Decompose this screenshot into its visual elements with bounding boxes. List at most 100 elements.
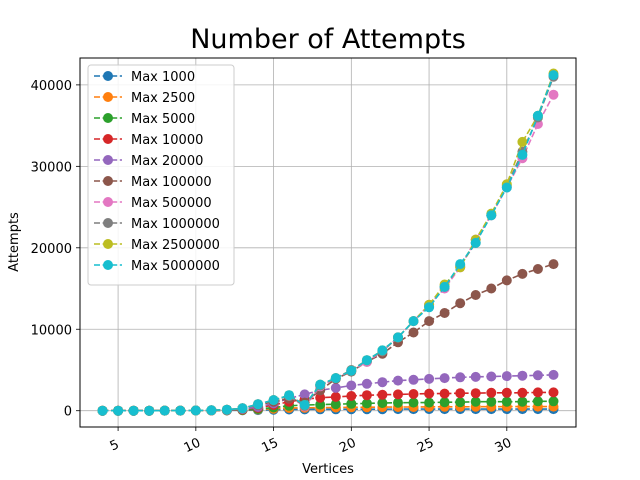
- data-point: [548, 89, 559, 100]
- data-point: [299, 389, 310, 400]
- legend-entry: Max 1000: [94, 70, 195, 85]
- data-point: [377, 345, 388, 356]
- data-point: [315, 392, 326, 403]
- data-point: [517, 387, 528, 398]
- data-point: [268, 395, 279, 406]
- data-point: [486, 396, 497, 407]
- data-point: [424, 397, 435, 408]
- data-point: [190, 405, 201, 416]
- data-point: [455, 388, 466, 399]
- data-point: [455, 397, 466, 408]
- data-point: [501, 275, 512, 286]
- legend-marker: [103, 92, 113, 102]
- data-point: [486, 371, 497, 382]
- data-point: [439, 388, 450, 399]
- legend-label: Max 5000: [131, 112, 195, 127]
- data-point: [517, 136, 528, 147]
- data-point: [470, 290, 481, 300]
- data-point: [470, 396, 481, 407]
- data-point: [548, 369, 559, 380]
- data-point: [439, 373, 450, 384]
- legend-marker: [103, 239, 113, 249]
- data-point: [346, 391, 357, 401]
- x-tick-label: 10: [182, 436, 203, 457]
- data-point: [532, 264, 543, 274]
- data-point: [175, 405, 186, 416]
- y-axis-label: Attempts: [7, 212, 22, 272]
- series-line: [102, 405, 554, 412]
- legend-box: [87, 64, 235, 286]
- data-point: [97, 405, 108, 416]
- plot-frame: [79, 57, 577, 428]
- data-point: [346, 398, 357, 409]
- y-tick-label: 20000: [31, 242, 72, 257]
- data-point: [393, 332, 403, 343]
- data-point: [517, 268, 528, 279]
- data-point: [501, 182, 512, 193]
- data-point: [486, 210, 497, 221]
- series-line: [102, 400, 554, 412]
- legend-label: Max 1000000: [131, 217, 220, 232]
- data-point: [486, 283, 497, 294]
- data-point: [532, 370, 543, 381]
- data-point: [548, 387, 559, 398]
- legend-entry: Max 5000: [94, 112, 195, 127]
- data-point: [470, 388, 481, 399]
- series-line: [102, 408, 554, 412]
- data-point: [361, 355, 372, 366]
- data-point: [548, 70, 559, 81]
- data-point: [455, 298, 466, 309]
- legend-label: Max 2500000: [131, 238, 220, 253]
- x-axis-label: Vertices: [302, 462, 354, 477]
- series-max-5000000: [97, 70, 559, 416]
- data-point: [532, 110, 543, 121]
- data-point: [408, 397, 419, 408]
- data-point: [455, 259, 466, 270]
- series-line: [102, 391, 554, 412]
- legend-entry: Max 2500: [94, 91, 195, 106]
- data-point: [346, 365, 357, 376]
- data-point: [486, 387, 497, 398]
- data-point: [361, 390, 372, 401]
- legend-marker: [103, 134, 113, 144]
- data-point: [377, 389, 388, 400]
- legend-marker: [103, 113, 113, 123]
- data-point: [237, 403, 248, 414]
- legend-entry: Max 1000000: [94, 217, 220, 232]
- x-tick-label: 15: [259, 436, 280, 457]
- data-point: [501, 371, 512, 382]
- data-point: [548, 259, 559, 270]
- data-point: [330, 382, 341, 393]
- y-tick-label: 30000: [31, 160, 72, 175]
- data-point: [470, 371, 481, 382]
- data-point: [439, 397, 450, 408]
- legend-marker: [103, 218, 113, 228]
- legend-label: Max 1000: [131, 70, 195, 85]
- data-point: [330, 399, 341, 410]
- data-point: [470, 237, 481, 248]
- legend-entry: Max 2500000: [94, 238, 220, 253]
- data-point: [361, 398, 372, 409]
- x-tick-label: 20: [337, 436, 358, 457]
- data-point: [517, 370, 528, 381]
- data-point: [206, 405, 217, 416]
- data-point: [284, 390, 295, 401]
- data-point: [439, 281, 450, 292]
- series-line: [102, 94, 555, 412]
- data-point: [330, 391, 341, 402]
- data-point: [501, 387, 512, 398]
- data-point: [299, 400, 310, 410]
- data-point: [408, 389, 419, 399]
- legend-marker: [103, 155, 113, 165]
- legend-label: Max 10000: [131, 133, 203, 148]
- data-point: [424, 373, 435, 384]
- legend-label: Max 500000: [131, 196, 212, 211]
- legend-entry: Max 100000: [94, 175, 212, 190]
- data-point: [393, 375, 403, 386]
- y-tick-label: 10000: [31, 323, 72, 338]
- data-point: [315, 379, 326, 390]
- data-point: [361, 378, 372, 389]
- chart-title: Number of Attempts: [190, 24, 466, 55]
- data-point: [501, 396, 512, 407]
- y-tick-label: 0: [64, 405, 72, 420]
